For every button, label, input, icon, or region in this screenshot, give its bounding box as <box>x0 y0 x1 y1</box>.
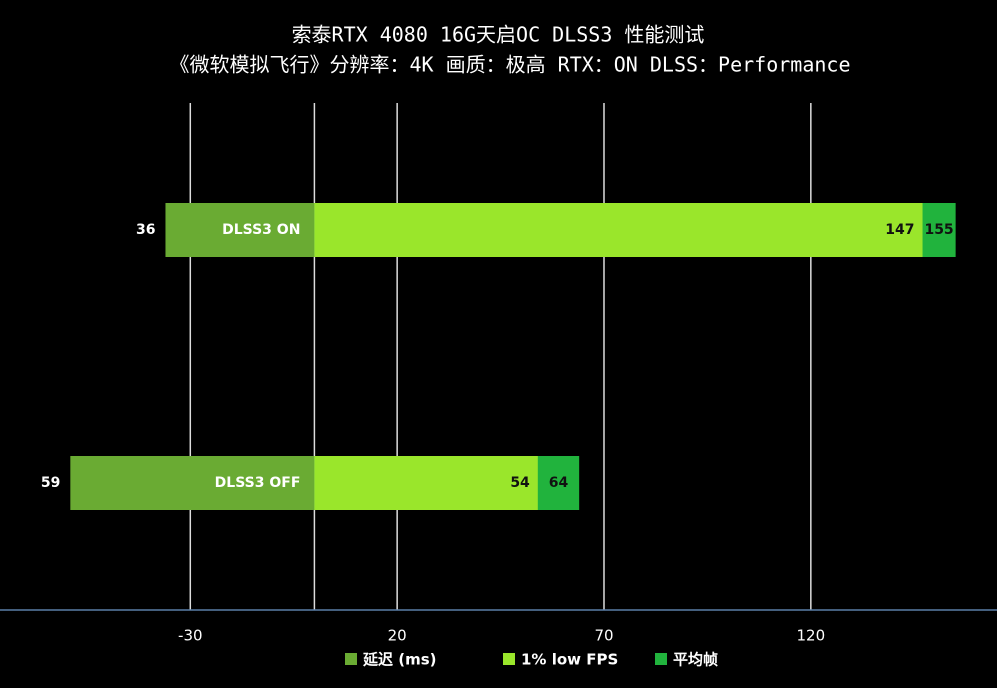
data-label: 59 <box>41 475 60 491</box>
category-label: DLSS3 OFF <box>215 475 301 491</box>
chart-title: 索泰RTX 4080 16G天启OC DLSS3 性能测试 <box>292 23 705 47</box>
legend-swatch <box>503 653 515 665</box>
legend-label: 平均帧 <box>673 651 718 669</box>
legend-swatch <box>655 653 667 665</box>
legend-label: 1% low FPS <box>521 651 618 669</box>
data-label: 64 <box>549 475 569 491</box>
bar <box>314 203 923 257</box>
x-tick-label: 70 <box>594 627 613 645</box>
data-label: 36 <box>136 222 155 238</box>
x-tick-label: 20 <box>388 627 407 645</box>
chart-subtitle: 《微软模拟飞行》分辨率：4K 画质：极高 RTX：ON DLSS：Perform… <box>169 53 850 77</box>
bar <box>165 203 315 257</box>
data-label: 155 <box>924 222 953 238</box>
bar <box>70 456 315 510</box>
x-tick-label: 120 <box>797 627 826 645</box>
data-label: 54 <box>510 475 530 491</box>
x-tick-label: -30 <box>178 627 203 645</box>
legend-swatch <box>345 653 357 665</box>
bar <box>314 456 538 510</box>
data-label: 147 <box>885 222 914 238</box>
legend-label: 延迟 (ms) <box>362 651 437 669</box>
category-label: DLSS3 ON <box>222 222 300 238</box>
